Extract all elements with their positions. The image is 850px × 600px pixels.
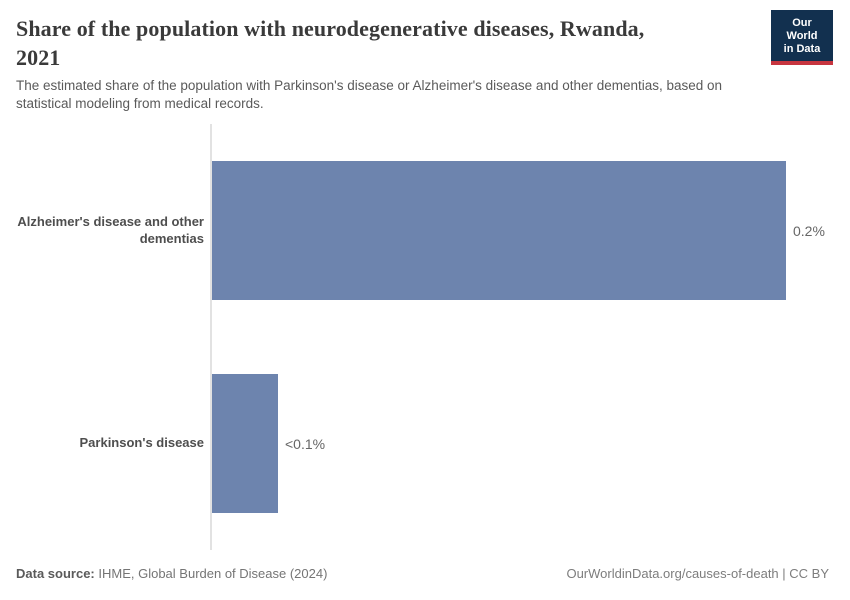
data-source-text: IHME, Global Burden of Disease (2024)	[98, 566, 328, 581]
credit-link[interactable]: OurWorldinData.org/causes-of-death | CC …	[566, 566, 829, 581]
chart-footer: Data source: IHME, Global Burden of Dise…	[16, 566, 834, 581]
chart-subtitle-line1: The estimated share of the population wi…	[16, 78, 723, 93]
owid-logo-text-line1: Our World	[786, 17, 818, 42]
chart-subtitle-line2: statistical modeling from medical record…	[16, 96, 264, 111]
bar-label: Alzheimer's disease and other dementias	[17, 214, 204, 246]
page-title-line2: 2021	[16, 45, 61, 70]
data-source: Data source: IHME, Global Burden of Dise…	[16, 566, 327, 581]
chart-subtitle: The estimated share of the population wi…	[16, 77, 771, 113]
value-label: <0.1%	[285, 435, 326, 452]
bar-parkinsons[interactable]	[212, 374, 278, 513]
bar-area: <0.1%	[212, 337, 834, 550]
title-block: Share of the population with neurodegene…	[16, 14, 771, 113]
page-title-line1: Share of the population with neurodegene…	[16, 16, 645, 41]
data-source-label: Data source:	[16, 566, 95, 581]
owid-logo-text-line2: in Data	[783, 43, 821, 55]
bar-label: Parkinson's disease	[79, 435, 205, 451]
y-axis-line	[210, 124, 212, 550]
bar-chart: Alzheimer's disease and other dementias …	[16, 124, 834, 550]
owid-logo[interactable]: Our World in Data	[771, 10, 833, 65]
bar-row-parkinsons: Parkinson's disease <0.1%	[16, 337, 834, 550]
value-label: 0.2%	[793, 222, 825, 239]
bar-area: 0.2%	[212, 124, 834, 337]
page-title: Share of the population with neurodegene…	[16, 14, 771, 72]
chart-header: Share of the population with neurodegene…	[16, 0, 834, 113]
bar-alzheimers[interactable]	[212, 161, 786, 300]
bar-row-alzheimers: Alzheimer's disease and other dementias …	[16, 124, 834, 337]
